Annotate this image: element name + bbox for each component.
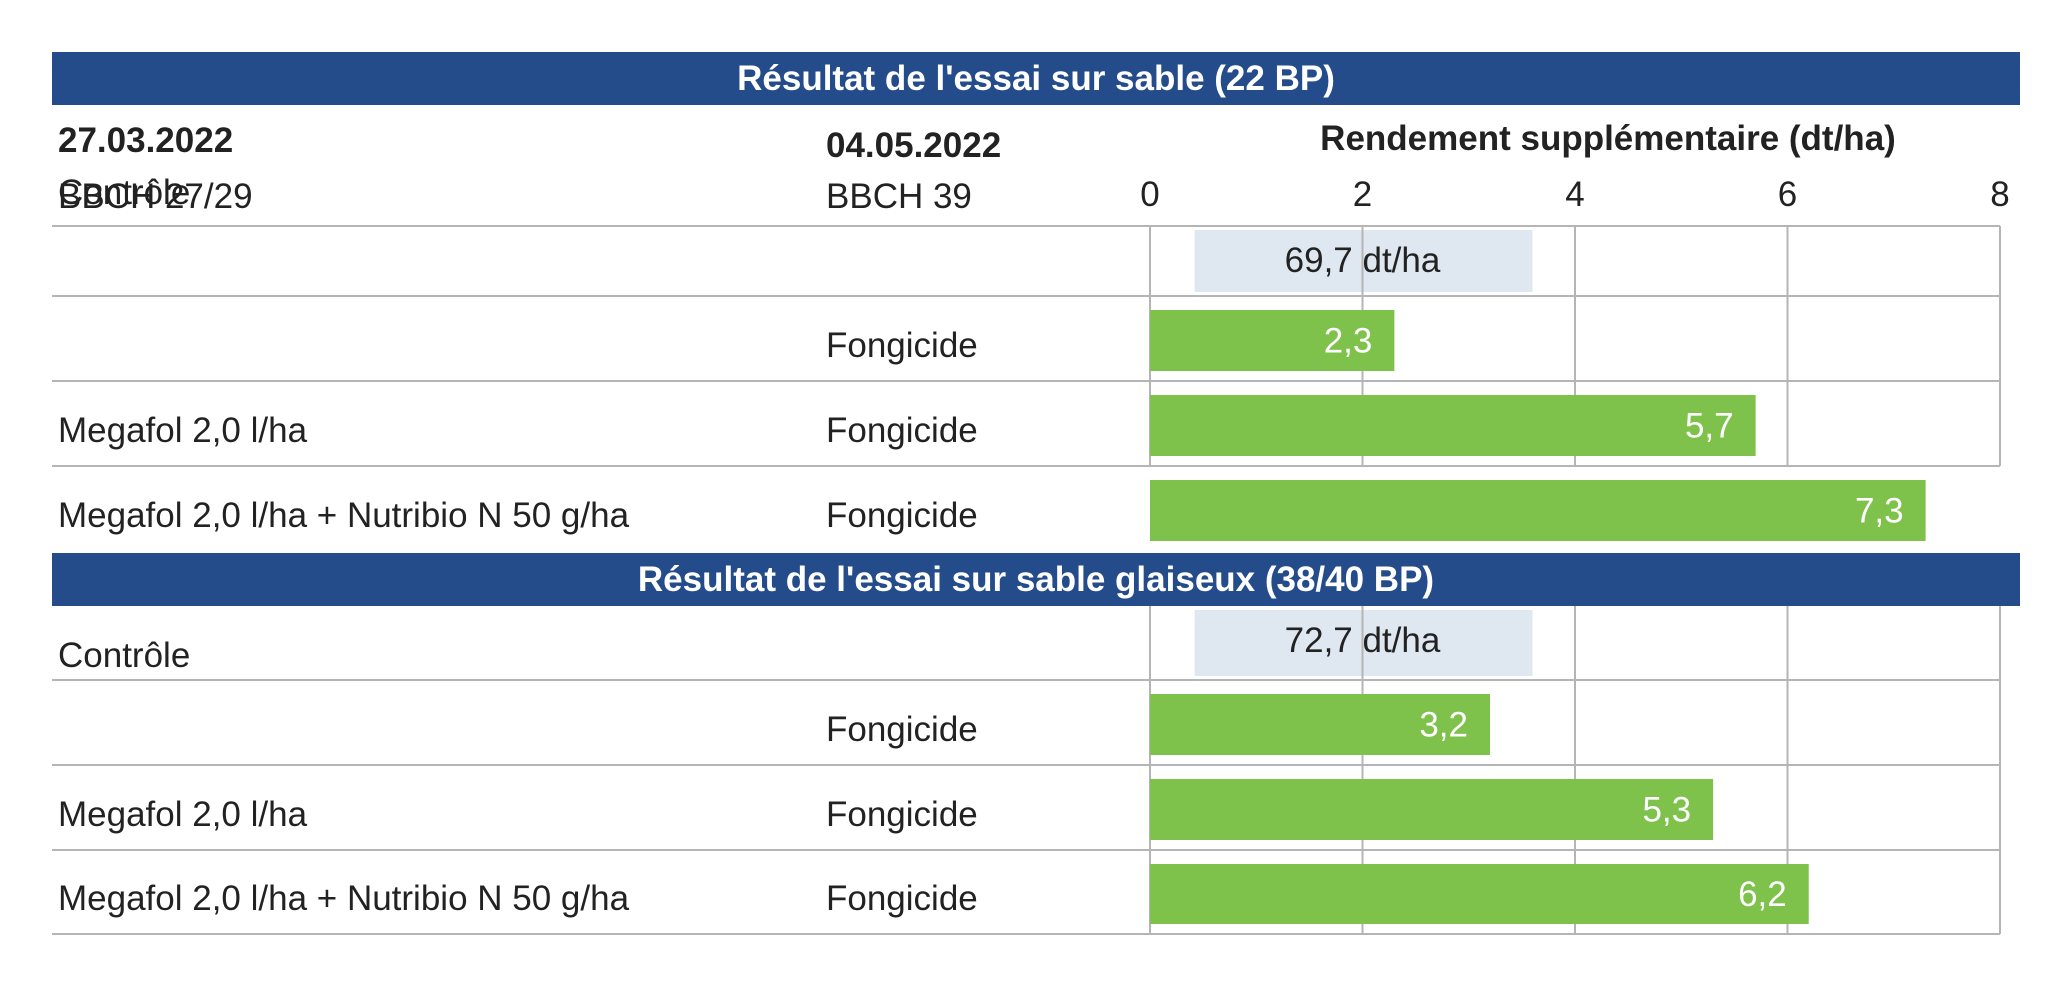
date1-label: 27.03.2022 (58, 121, 233, 160)
control-value-label: 69,7 dt/ha (1285, 241, 1441, 280)
timing-label: Fongicide (826, 411, 978, 450)
timing-label: Fongicide (826, 879, 978, 918)
bar-value-label: 3,2 (1419, 706, 1468, 745)
treatment-label: Megafol 2,0 l/ha + Nutribio N 50 g/ha (58, 496, 630, 535)
section-title: Résultat de l'essai sur sable (22 BP) (737, 59, 1335, 98)
x-tick-label: 8 (1990, 175, 2009, 214)
bar-value-label: 7,3 (1855, 492, 1904, 531)
yield-bar (1150, 480, 1926, 541)
treatment-label: Megafol 2,0 l/ha (58, 411, 308, 450)
section-title-band (52, 52, 2020, 105)
bar-value-label: 5,3 (1642, 791, 1691, 830)
yield-bar (1150, 310, 1395, 371)
section-title: Résultat de l'essai sur sable glaiseux (… (638, 560, 1434, 599)
timing-label: Fongicide (826, 710, 978, 749)
control-value-label: 72,7 dt/ha (1285, 621, 1441, 660)
control-bar (1194, 230, 1533, 292)
timing-label: Fongicide (826, 795, 978, 834)
timing-label: Fongicide (826, 496, 978, 535)
control-label: Contrôle (58, 636, 190, 675)
timing-label: Fongicide (826, 326, 978, 365)
axis-title: Rendement supplémentaire (dt/ha) (1320, 119, 1896, 158)
control-bar (1194, 610, 1533, 676)
treatment-label: Megafol 2,0 l/ha (58, 795, 308, 834)
treatment-label: Megafol 2,0 l/ha + Nutribio N 50 g/ha (58, 879, 630, 918)
x-tick-label: 0 (1140, 175, 1159, 214)
x-tick-label: 4 (1565, 175, 1584, 214)
bar-value-label: 5,7 (1685, 407, 1734, 446)
date2-label: 04.05.2022 (826, 126, 1001, 165)
x-tick-label: 2 (1353, 175, 1372, 214)
control-label: Contrôle (58, 173, 190, 212)
yield-bar (1150, 779, 1714, 840)
stage1-label: BBCH 27/29 (58, 177, 253, 216)
stage2-label: BBCH 39 (826, 177, 972, 216)
yield-bar (1150, 395, 1756, 456)
bar-value-label: 2,3 (1324, 322, 1373, 361)
x-tick-label: 6 (1778, 175, 1797, 214)
yield-bar (1150, 694, 1490, 755)
bar-value-label: 6,2 (1738, 875, 1787, 914)
yield-bar (1150, 864, 1809, 924)
section-title-band (52, 553, 2020, 606)
